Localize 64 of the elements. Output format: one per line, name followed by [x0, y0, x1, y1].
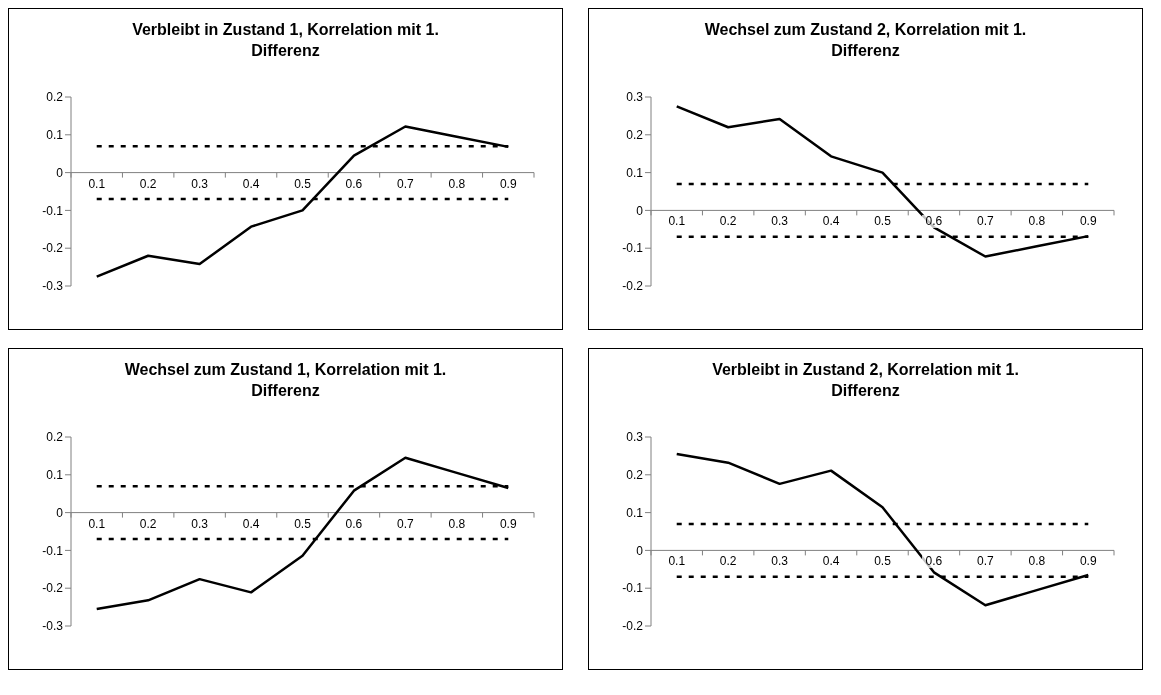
x-tick-label: 0.4	[819, 554, 844, 569]
y-tick-label: -0.2	[622, 279, 644, 294]
x-tick-label: 0.9	[496, 176, 521, 191]
y-tick-label: 0.3	[626, 430, 644, 445]
x-tick-label: 0.7	[973, 214, 998, 229]
x-tick-label: 0.9	[1076, 554, 1101, 569]
x-tick-label: 0.8	[1024, 554, 1049, 569]
chart-title: Verbleibt in Zustand 2, Korrelation mit 1. Differenz	[711, 360, 1020, 401]
x-tick-label: 0.9	[496, 516, 521, 531]
x-tick-label: 0.5	[870, 214, 895, 229]
x-tick-label: 0.6	[341, 516, 366, 531]
y-tick-label: -0.1	[42, 543, 64, 558]
y-tick-label: 0.1	[46, 468, 64, 483]
y-tick-label: -0.2	[42, 581, 64, 596]
x-tick-label: 0.3	[767, 554, 792, 569]
y-tick-label: -0.1	[622, 581, 644, 596]
x-tick-label: 0.8	[444, 516, 469, 531]
x-tick-label: 0.5	[290, 516, 315, 531]
y-tick-label: 0	[56, 165, 64, 180]
y-tick-label: -0.3	[42, 619, 64, 634]
x-tick-label: 0.1	[664, 214, 689, 229]
y-tick-label: -0.2	[42, 241, 64, 256]
x-tick-label: 0.7	[393, 516, 418, 531]
y-tick-label: 0.3	[626, 90, 644, 105]
x-tick-label: 0.9	[1076, 214, 1101, 229]
y-tick-label: 0.2	[626, 128, 644, 143]
y-tick-label: 0.2	[626, 468, 644, 483]
x-tick-label: 0.5	[290, 176, 315, 191]
y-tick-label: 0	[636, 543, 644, 558]
x-tick-label: 0.7	[973, 554, 998, 569]
chart-title: Verbleibt in Zustand 1, Korrelation mit 1. Differenz	[131, 20, 440, 61]
y-tick-label: 0.1	[626, 505, 644, 520]
y-tick-label: -0.2	[622, 619, 644, 634]
y-tick-label: 0	[636, 203, 644, 218]
x-tick-label: 0.1	[664, 554, 689, 569]
x-tick-label: 0.6	[341, 176, 366, 191]
x-tick-label: 0.3	[767, 214, 792, 229]
chart-title: Wechsel zum Zustand 1, Korrelation mit 1. Differenz	[123, 360, 448, 401]
y-tick-label: 0.1	[626, 165, 644, 180]
x-tick-label: 0.2	[136, 176, 161, 191]
y-tick-label: -0.1	[622, 241, 644, 256]
x-tick-label: 0.2	[716, 554, 741, 569]
y-tick-label: -0.3	[42, 279, 64, 294]
x-tick-label: 0.4	[239, 176, 264, 191]
x-tick-label: 0.3	[187, 176, 212, 191]
y-tick-label: 0.2	[46, 430, 64, 445]
y-tick-label: 0.2	[46, 90, 64, 105]
x-tick-label: 0.7	[393, 176, 418, 191]
x-tick-label: 0.3	[187, 516, 212, 531]
x-tick-label: 0.8	[444, 176, 469, 191]
x-tick-label: 0.5	[870, 554, 895, 569]
y-tick-label: 0.1	[46, 128, 64, 143]
x-tick-label: 0.1	[84, 176, 109, 191]
x-tick-label: 0.1	[84, 516, 109, 531]
chart-title: Wechsel zum Zustand 2, Korrelation mit 1. Differenz	[703, 20, 1028, 61]
x-tick-label: 0.2	[716, 214, 741, 229]
x-tick-label: 0.4	[239, 516, 264, 531]
x-tick-label: 0.2	[136, 516, 161, 531]
y-tick-label: -0.1	[42, 203, 64, 218]
x-tick-label: 0.8	[1024, 214, 1049, 229]
y-tick-label: 0	[56, 505, 64, 520]
x-tick-label: 0.4	[819, 214, 844, 229]
x-tick-label: 0.6	[921, 214, 946, 229]
x-tick-label: 0.6	[921, 554, 946, 569]
